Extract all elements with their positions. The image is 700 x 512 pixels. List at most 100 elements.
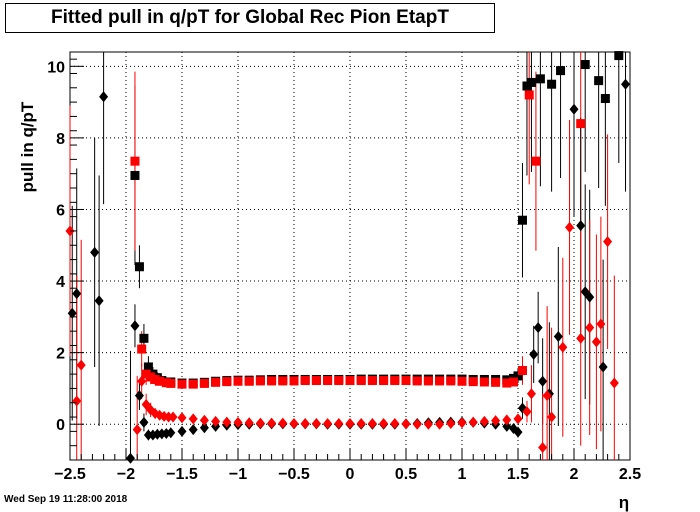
square-marker [139,333,149,343]
y-tick-label: 8 [56,131,65,148]
diamond-marker [199,422,209,434]
square-marker [134,262,144,272]
diamond-marker [569,103,579,115]
diamond-marker [621,78,631,90]
diamond-marker [585,291,595,303]
diamond-marker [479,415,489,427]
square-marker [614,51,624,61]
diamond-marker [300,417,310,429]
square-marker [323,376,333,386]
diamond-marker [379,417,389,429]
square-marker [143,362,153,372]
diamond-marker [522,406,532,418]
diamond-marker [199,414,209,426]
square-marker [468,377,478,387]
axes: −2.5 −2 −1.5 −1 −0.5 0 0.5 1 1.5 2 2.5 0 2 4 6 8 10 [47,58,641,483]
diamond-marker [553,331,563,343]
square-marker [517,215,527,225]
diamond-marker [547,411,557,423]
diamond-marker [502,420,512,432]
square-marker [517,366,527,376]
y-tick-label: 6 [56,202,65,219]
square-marker [547,79,557,89]
diamond-marker [222,416,232,428]
square-marker [356,376,366,386]
timestamp: Wed Sep 19 11:28:00 2018 [4,494,128,505]
diamond-marker [576,220,586,232]
square-marker [379,376,389,386]
y-tick-label: 4 [56,274,65,291]
diamond-marker [323,417,333,429]
diamond-marker [99,91,109,103]
square-marker [531,156,541,166]
diamond-marker [255,417,265,429]
diamond-marker [401,418,411,430]
square-marker [367,376,377,386]
diamond-marker [526,388,536,400]
x-axis-label: η [619,493,629,512]
diamond-marker [166,427,176,439]
diamond-marker [211,415,221,427]
diamond-marker [538,375,548,387]
diamond-marker [576,332,586,344]
diamond-marker [542,390,552,402]
y-tick-label: 2 [56,346,65,363]
diamond-marker [585,322,595,334]
x-tick-label: −1 [229,466,247,483]
diamond-marker [596,318,606,330]
diamond-marker [177,425,187,437]
square-marker [244,376,254,386]
diamond-marker [603,236,613,248]
diamond-marker [435,418,445,430]
x-tick-label: 2.5 [619,466,641,483]
diamond-marker [67,307,77,319]
square-marker [556,66,566,76]
square-marker [390,376,400,386]
square-marker [177,379,187,389]
square-marker [300,376,310,386]
diamond-marker [367,417,377,429]
diamond-marker [130,320,140,332]
square-marker [594,76,604,86]
diamond-marker [533,322,543,334]
x-tick-label: 0.5 [395,466,417,483]
square-marker [457,376,467,386]
diamond-marker [244,417,254,429]
square-marker [401,376,411,386]
diamond-marker [565,221,575,233]
diamond-marker [457,417,467,429]
diamond-marker [188,424,198,436]
diamond-marker [90,246,100,258]
square-marker [188,379,198,389]
x-tick-label: 2 [570,466,579,483]
square-marker [580,60,590,70]
square-marker [526,77,536,87]
x-tick-label: −2.5 [54,466,86,483]
diamond-marker [278,417,288,429]
diamond-marker [491,415,501,427]
square-marker [130,170,140,180]
square-marker [479,377,489,387]
square-marker [334,376,344,386]
diamond-marker [558,341,568,353]
diamond-marker [591,336,601,348]
square-marker [509,377,519,387]
square-marker [513,371,523,381]
square-marker [278,376,288,386]
diamond-marker [538,441,548,453]
y-tick-label: 0 [56,417,65,434]
diamond-marker [423,418,433,430]
diamond-marker [168,411,178,423]
diamond-marker [529,348,539,360]
square-marker [535,74,545,84]
square-marker [166,378,176,388]
square-marker [311,376,321,386]
x-tick-label: 1 [458,466,467,483]
diamond-marker [609,377,619,389]
diamond-marker [94,295,104,307]
square-marker [233,376,243,386]
x-tick-label: −2 [117,466,135,483]
chart-title: Fitted pull in q/pT for Global Rec Pion … [5,3,495,33]
diamond-marker [188,413,198,425]
diamond-marker [311,417,321,429]
